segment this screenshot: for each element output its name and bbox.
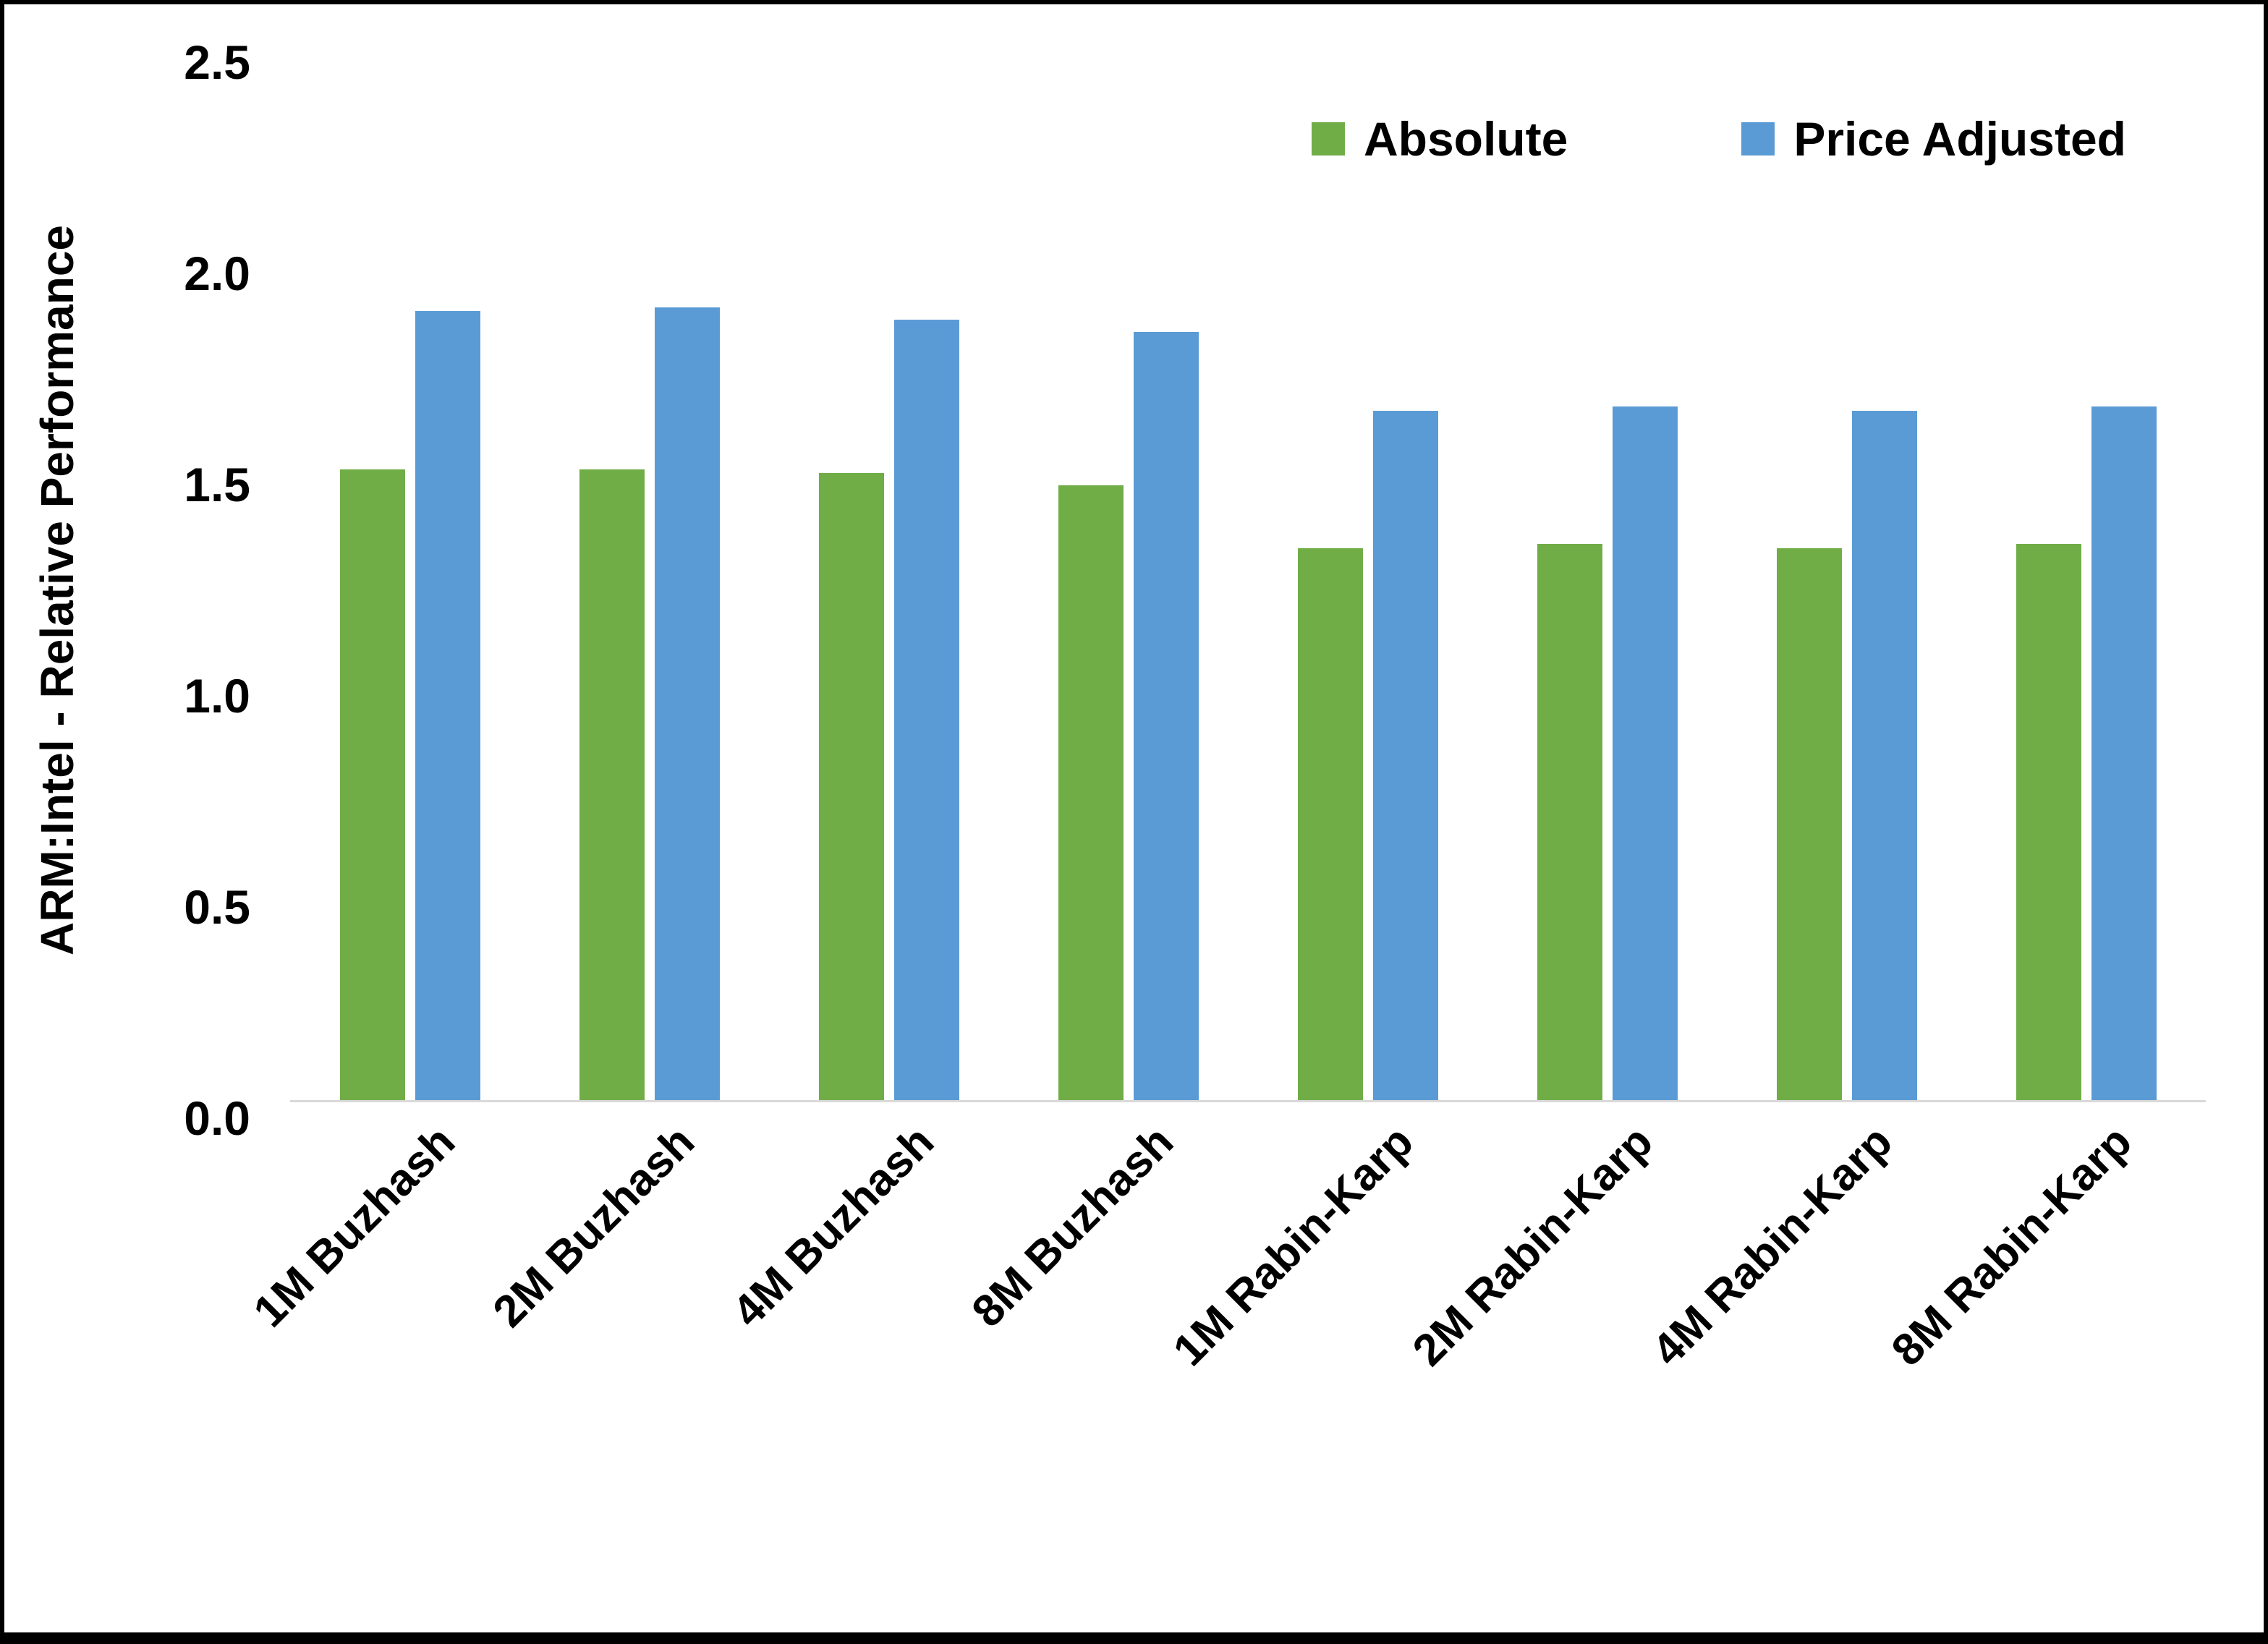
- legend-swatch-absolute: [1311, 122, 1345, 156]
- bar-groups: 1M Buzhash 2M Buzhash 4M Buzhash 8M Buzhash…: [245, 62, 2206, 1376]
- bar-price-adjusted: [1851, 411, 1917, 1100]
- x-axis-tick-label: 1M Rabin-Karp: [1163, 1116, 1423, 1376]
- bar-pair: [530, 62, 769, 1100]
- bar-absolute: [1776, 548, 1842, 1100]
- legend-label-absolute: Absolute: [1363, 112, 1568, 166]
- bar-absolute: [339, 469, 405, 1100]
- bar-absolute: [579, 469, 645, 1100]
- bar-price-adjusted: [415, 311, 480, 1100]
- x-axis-tick-label: 2M Buzhash: [483, 1116, 705, 1337]
- bar-group: 2M Rabin-Karp: [1403, 62, 1727, 1376]
- bar-price-adjusted: [2091, 406, 2157, 1100]
- bar-pair: [290, 62, 530, 1100]
- x-axis-tick-label: 1M Buzhash: [244, 1116, 465, 1337]
- legend-item-absolute: Absolute: [1311, 111, 1568, 166]
- plot-area: 1M Buzhash 2M Buzhash 4M Buzhash 8M Buzhash…: [245, 62, 2206, 1376]
- bar-pair: [769, 62, 1008, 1100]
- bar-price-adjusted: [1133, 332, 1199, 1100]
- bar-group: 2M Buzhash: [484, 62, 769, 1337]
- x-axis-tick-label: 8M Rabin-Karp: [1882, 1116, 2141, 1376]
- x-axis-tick-label: 2M Rabin-Karp: [1403, 1116, 1662, 1376]
- bar-absolute: [1297, 548, 1363, 1100]
- bar-pair: [1008, 62, 1248, 1100]
- y-tick-label: 0.5: [184, 880, 250, 934]
- bar-group: 1M Buzhash: [245, 62, 530, 1337]
- bar-pair: [1487, 62, 1727, 1100]
- bar-group: 4M Buzhash: [723, 62, 1008, 1337]
- y-tick-label: 0.0: [184, 1091, 250, 1145]
- bar-group: 4M Rabin-Karp: [1642, 62, 1966, 1376]
- legend: Absolute Price Adjusted: [1311, 111, 2126, 166]
- bar-price-adjusted: [654, 307, 720, 1100]
- bar-price-adjusted: [893, 319, 959, 1100]
- bar-pair: [1248, 62, 1487, 1100]
- x-axis-tick-label: 4M Rabin-Karp: [1642, 1116, 1902, 1376]
- x-axis-tick-label: 4M Buzhash: [723, 1116, 944, 1337]
- bar-pair: [1727, 62, 1966, 1100]
- y-tick-label: 1.5: [184, 458, 250, 511]
- legend-swatch-price-adjusted: [1741, 122, 1775, 156]
- bar-absolute: [1058, 485, 1124, 1100]
- bar-absolute: [1537, 543, 1602, 1100]
- bar-price-adjusted: [1372, 411, 1438, 1100]
- bar-pair: [1966, 62, 2206, 1100]
- y-tick-label: 2.5: [184, 35, 250, 89]
- x-axis-tick-label: 8M Buzhash: [962, 1116, 1184, 1337]
- legend-label-price-adjusted: Price Adjusted: [1793, 112, 2126, 166]
- bar-absolute: [818, 473, 884, 1100]
- bar-price-adjusted: [1612, 406, 1678, 1100]
- bar-absolute: [2016, 543, 2081, 1100]
- legend-item-price-adjusted: Price Adjusted: [1741, 111, 2126, 166]
- y-axis-tick-labels: 0.0 0.5 1.0 1.5 2.0 2.5: [4, 35, 250, 1145]
- bar-group: 8M Rabin-Karp: [1882, 62, 2206, 1376]
- y-tick-label: 1.0: [184, 669, 250, 723]
- y-tick-label: 2.0: [184, 247, 250, 300]
- bar-group: 1M Rabin-Karp: [1163, 62, 1487, 1376]
- bar-group: 8M Buzhash: [963, 62, 1248, 1337]
